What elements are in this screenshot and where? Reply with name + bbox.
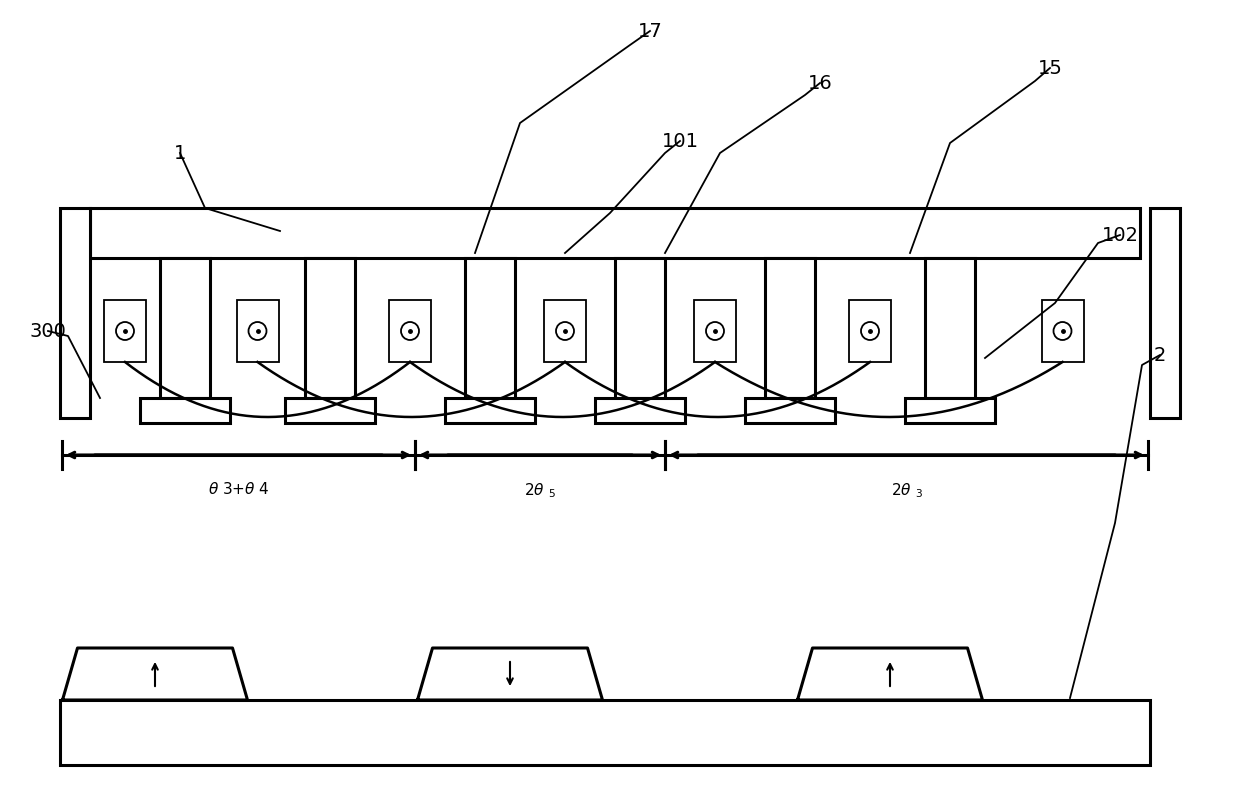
Text: 16: 16 [807,75,832,93]
Text: 102: 102 [1101,226,1138,245]
Text: 17: 17 [637,22,662,42]
Bar [615,259,665,398]
Bar [765,259,815,398]
Bar [60,700,1149,765]
Bar [745,398,835,423]
Bar [544,300,587,362]
Bar [140,398,229,423]
Bar [925,259,975,398]
Text: 1: 1 [174,145,186,163]
Bar [694,300,737,362]
Bar [104,300,146,362]
Bar [905,398,994,423]
Bar [305,259,355,398]
Bar [60,209,91,418]
Text: 15: 15 [1038,59,1063,79]
Bar [389,300,432,362]
Text: $\theta$ 3+$\theta$ 4: $\theta$ 3+$\theta$ 4 [207,480,269,496]
Bar [595,398,684,423]
Bar [1042,300,1084,362]
Bar [237,300,279,362]
Bar [1149,209,1180,418]
Bar [465,259,515,398]
Text: 2: 2 [1153,346,1166,365]
Text: 2$\theta$ $_{3}$: 2$\theta$ $_{3}$ [890,480,923,499]
Text: 101: 101 [661,132,698,151]
Bar [160,259,210,398]
Bar [849,300,892,362]
Text: 300: 300 [30,322,67,341]
Bar [285,398,374,423]
Bar [445,398,534,423]
Text: 2$\theta$ $_{5}$: 2$\theta$ $_{5}$ [525,480,556,499]
Bar [91,209,1140,259]
